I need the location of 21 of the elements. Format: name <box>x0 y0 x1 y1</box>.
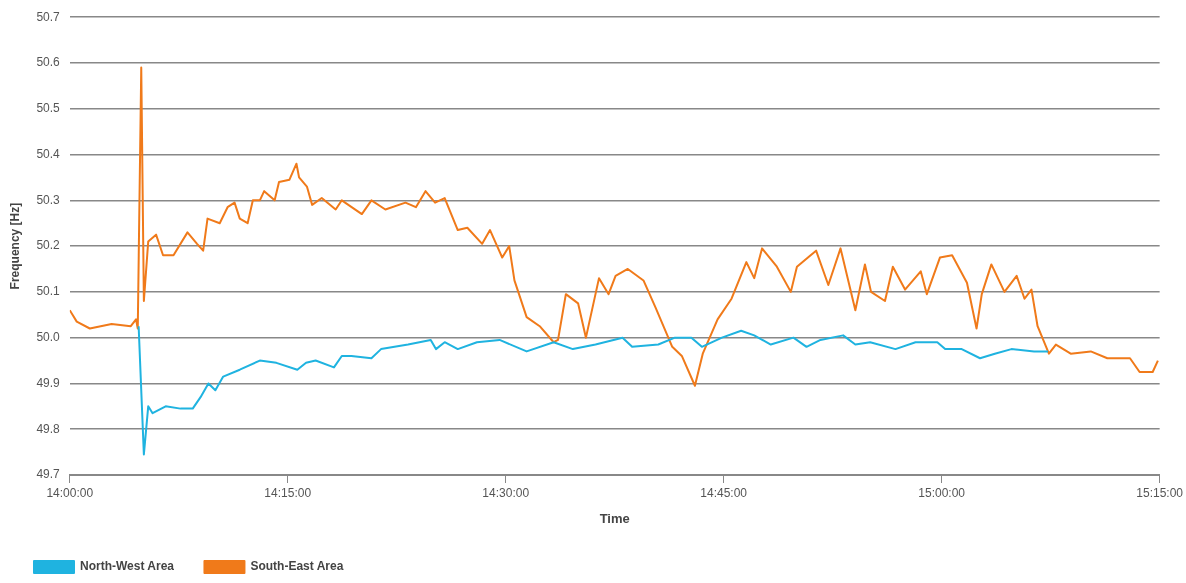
y-tick-label: 49.8 <box>36 421 61 436</box>
x-tick-label: 15:15:00 <box>1136 485 1184 500</box>
x-tick-label: 14:45:00 <box>700 485 748 500</box>
x-tick-label: 14:00:00 <box>46 485 94 500</box>
legend-label: South-East Area <box>250 559 344 574</box>
y-tick-label: 49.9 <box>36 375 61 390</box>
y-axis-title: Frequency [Hz] <box>7 202 22 290</box>
y-tick-label: 49.7 <box>36 467 61 482</box>
x-tick-label: 15:00:00 <box>918 485 966 500</box>
y-tick-label: 50.2 <box>36 238 61 253</box>
y-tick-label: 50.5 <box>36 101 61 116</box>
y-tick-label: 50.6 <box>36 55 61 70</box>
y-tick-label: 50.3 <box>36 192 61 207</box>
y-tick-label: 50.0 <box>36 329 61 344</box>
x-tick-label: 14:30:00 <box>482 485 530 500</box>
y-tick-label: 50.1 <box>36 284 61 299</box>
y-tick-label: 50.7 <box>36 9 61 24</box>
legend-label: North-West Area <box>80 559 175 574</box>
x-tick-label: 14:15:00 <box>264 485 312 500</box>
y-tick-label: 50.4 <box>36 146 61 161</box>
x-axis-title: Time <box>599 510 630 526</box>
